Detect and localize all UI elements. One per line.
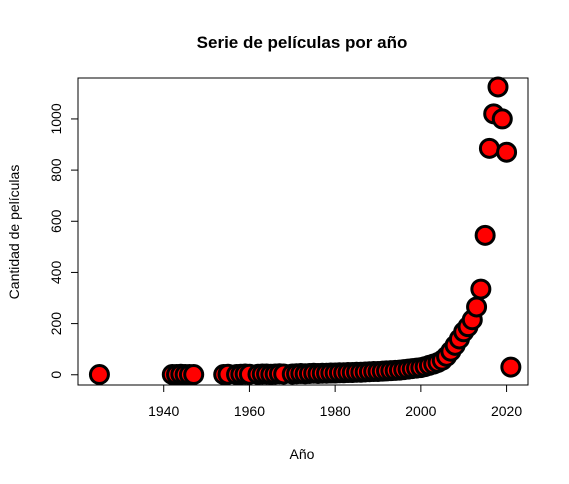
y-tick-label: 800 <box>48 158 64 182</box>
data-point <box>466 296 488 318</box>
data-point <box>478 137 500 159</box>
x-tick-label: 1980 <box>320 403 351 419</box>
data-point <box>88 364 110 386</box>
data-point <box>474 224 496 246</box>
data-point <box>500 356 522 378</box>
x-tick-label: 2000 <box>405 403 436 419</box>
y-tick-label: 0 <box>48 371 64 379</box>
x-axis: 1940 1960 1980 2000 2020 <box>148 384 522 419</box>
data-point <box>470 278 492 300</box>
x-axis-label: Año <box>290 446 315 462</box>
data-point <box>487 76 509 98</box>
y-tick-label: 600 <box>48 209 64 233</box>
data-point <box>491 108 513 130</box>
x-tick-label: 2020 <box>491 403 522 419</box>
y-axis: 0 200 400 600 800 1000 <box>48 103 79 379</box>
x-tick-label: 1960 <box>234 403 265 419</box>
x-tick-label: 1940 <box>148 403 179 419</box>
y-tick-label: 1000 <box>48 103 64 134</box>
y-tick-label: 200 <box>48 312 64 336</box>
chart-title: Serie de películas por año <box>197 33 408 52</box>
y-axis-label: Cantidad de películas <box>6 165 22 300</box>
data-point <box>183 364 205 386</box>
y-tick-label: 400 <box>48 261 64 285</box>
data-point <box>496 141 518 163</box>
data-points <box>88 76 522 386</box>
